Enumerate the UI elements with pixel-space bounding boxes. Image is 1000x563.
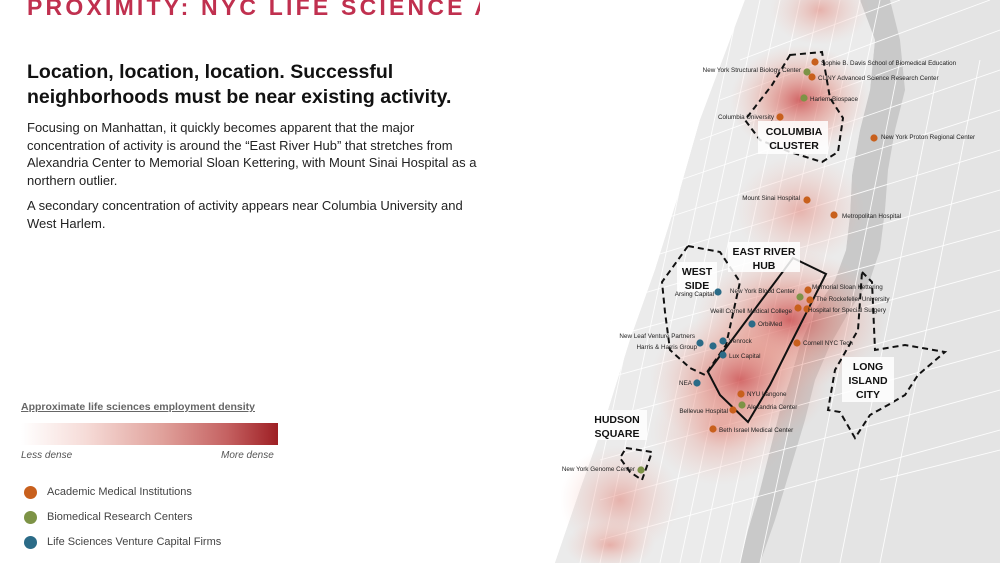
svg-text:New York Genome Center: New York Genome Center <box>562 466 635 473</box>
density-gradient-bar <box>21 423 278 445</box>
svg-text:WEST: WEST <box>682 266 713 278</box>
svg-text:COLUMBIA: COLUMBIA <box>766 126 823 138</box>
poi-arsing-capital[interactable]: Arsing Capital <box>675 288 722 298</box>
poi-columbia-university[interactable]: Columbia University <box>718 113 784 121</box>
svg-text:Harlem Biospace: Harlem Biospace <box>810 96 858 103</box>
svg-text:Weill Cornell Medical College: Weill Cornell Medical College <box>710 308 792 315</box>
zone-label-west-side: WEST SIDE <box>677 262 717 292</box>
nyc-map[interactable]: COLUMBIA CLUSTER EAST RIVER HUB WEST SID… <box>480 0 1000 563</box>
poi-markers[interactable]: Sophie B. Davis School of Biomedical Edu… <box>562 58 975 474</box>
hudson-square-outline <box>618 446 654 482</box>
svg-text:Bellevue Hospital: Bellevue Hospital <box>679 408 728 415</box>
poi-lux-capital[interactable]: Lux Capital <box>719 351 761 360</box>
svg-text:Arsing Capital: Arsing Capital <box>675 291 714 298</box>
less-dense-label: Less dense <box>21 450 73 461</box>
columbia-cluster-outline <box>743 50 845 164</box>
poi-mount-sinai[interactable]: Mount Sinai Hospital <box>742 195 811 204</box>
svg-text:Mount Sinai Hospital: Mount Sinai Hospital <box>742 195 800 202</box>
poi-venrock[interactable]: Venrock <box>719 337 753 345</box>
svg-text:Columbia University: Columbia University <box>718 114 775 121</box>
svg-text:Alexandria Center: Alexandria Center <box>747 404 797 411</box>
legend-item-label: Academic Medical Institutions <box>47 486 192 498</box>
poi-ny-genome-center[interactable]: New York Genome Center <box>562 466 645 474</box>
poi-weill-cornell[interactable]: Weill Cornell Medical College <box>710 304 802 315</box>
intro-paragraph-1: Focusing on Manhattan, it quickly become… <box>27 120 477 188</box>
legend-item-label: Biomedical Research Centers <box>47 511 193 523</box>
svg-text:Hospital for Special Surgery: Hospital for Special Surgery <box>808 307 887 314</box>
density-heatmap <box>560 0 885 563</box>
svg-text:SQUARE: SQUARE <box>595 428 640 440</box>
poi-memorial-sloan-kettering[interactable]: Memorial Sloan Kettering <box>804 284 883 294</box>
svg-text:Cornell NYC Tech: Cornell NYC Tech <box>803 340 853 347</box>
poi-hospital-special-surgery[interactable]: Hospital for Special Surgery <box>803 305 887 314</box>
svg-text:LONG: LONG <box>853 361 883 373</box>
poi-cornell-nyc-tech[interactable]: Cornell NYC Tech <box>793 339 853 347</box>
svg-text:Beth Israel Medical Center: Beth Israel Medical Center <box>719 427 793 434</box>
poi-metropolitan-hospital[interactable]: Metropolitan Hospital <box>830 211 901 220</box>
svg-text:HUDSON: HUDSON <box>594 414 640 426</box>
intro-paragraph-2: A secondary concentration of activity ap… <box>27 198 463 231</box>
poi-cuny-asrc[interactable]: CUNY Advanced Science Research Center <box>808 73 939 82</box>
poi-ny-proton-center[interactable]: New York Proton Regional Center <box>870 134 975 142</box>
poi-beth-israel[interactable]: Beth Israel Medical Center <box>709 425 793 434</box>
poi-sophie-davis[interactable]: Sophie B. Davis School of Biomedical Edu… <box>811 58 957 67</box>
poi-nea[interactable]: NEA <box>679 379 701 387</box>
legend-item-academic: Academic Medical Institutions <box>24 484 192 500</box>
more-dense-label: More dense <box>221 450 274 461</box>
svg-text:Metropolitan Hospital: Metropolitan Hospital <box>842 213 901 220</box>
svg-text:NEA: NEA <box>679 380 693 387</box>
svg-text:Venrock: Venrock <box>729 338 753 345</box>
academic-dot-icon <box>24 485 37 499</box>
svg-text:Harris & Harris Group: Harris & Harris Group <box>636 344 697 351</box>
zone-label-hudson-square: HUDSON SQUARE <box>587 410 647 440</box>
page-title: PROXIMITY: NYC LIFE SCIENCE ANCHORS <box>27 0 614 20</box>
svg-text:New Leaf Venture Partners: New Leaf Venture Partners <box>619 333 695 340</box>
poi-harlem-biospace[interactable]: Harlem Biospace <box>800 94 858 103</box>
svg-text:SIDE: SIDE <box>685 280 710 292</box>
poi-nyu-langone[interactable]: NYU Langone <box>737 390 787 398</box>
density-legend-title: Approximate life sciences employment den… <box>21 401 255 413</box>
poi-ny-blood-center[interactable]: New York Blood Center <box>730 288 804 301</box>
svg-text:CLUSTER: CLUSTER <box>769 140 819 152</box>
zone-label-columbia: COLUMBIA CLUSTER <box>758 121 828 154</box>
svg-text:Lux Capital: Lux Capital <box>729 353 761 360</box>
svg-text:ISLAND: ISLAND <box>848 375 888 387</box>
svg-text:CUNY Advanced Science Research: CUNY Advanced Science Research Center <box>818 75 939 82</box>
svg-text:OrbiMed: OrbiMed <box>758 321 783 328</box>
svg-text:Memorial Sloan Kettering: Memorial Sloan Kettering <box>812 284 883 291</box>
poi-harris-harris[interactable]: Harris & Harris Group <box>636 342 717 351</box>
svg-text:HUB: HUB <box>753 260 776 272</box>
svg-text:CITY: CITY <box>856 389 880 401</box>
poi-new-leaf[interactable]: New Leaf Venture Partners <box>619 333 704 347</box>
poi-orbimed[interactable]: OrbiMed <box>748 320 783 328</box>
svg-text:Sophie B. Davis School of Biom: Sophie B. Davis School of Biomedical Edu… <box>821 60 957 67</box>
research-dot-icon <box>24 510 37 524</box>
poi-alexandria-center[interactable]: Alexandria Center <box>738 401 797 411</box>
zone-label-east-river-hub: EAST RIVER HUB <box>728 242 800 272</box>
headline: Location, location, location. Successful… <box>27 61 452 108</box>
zone-label-long-island-city: LONG ISLAND CITY <box>842 357 894 402</box>
svg-text:New York Blood Center: New York Blood Center <box>730 288 795 295</box>
svg-text:The Rockefeller University: The Rockefeller University <box>816 296 890 303</box>
vc-dot-icon <box>24 535 37 549</box>
svg-text:New York Proton Regional Cente: New York Proton Regional Center <box>881 134 975 141</box>
poi-ny-structural-biology[interactable]: New York Structural Biology Center <box>703 67 811 76</box>
east-river-hub-outline <box>706 256 828 424</box>
legend-item-label: Life Sciences Venture Capital Firms <box>47 536 222 548</box>
legend-item-research: Biomedical Research Centers <box>24 509 193 525</box>
svg-text:EAST RIVER: EAST RIVER <box>732 246 795 258</box>
legend-item-vc: Life Sciences Venture Capital Firms <box>24 534 221 550</box>
svg-text:New York Structural Biology Ce: New York Structural Biology Center <box>703 67 801 74</box>
poi-rockefeller-university[interactable]: The Rockefeller University <box>806 296 890 304</box>
long-island-city-outline <box>826 269 948 440</box>
poi-bellevue[interactable]: Bellevue Hospital <box>679 406 737 415</box>
svg-text:NYU Langone: NYU Langone <box>747 391 787 398</box>
hudson-river <box>480 0 745 563</box>
